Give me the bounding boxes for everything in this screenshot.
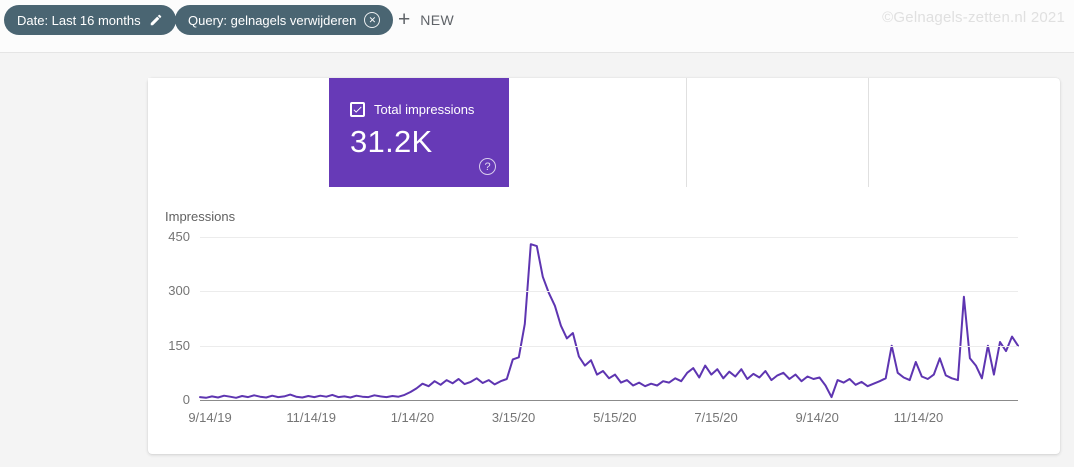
y-tick-label: 450	[168, 229, 190, 244]
performance-card: Total impressions 31.2K ? Impressions 0 1…	[148, 78, 1060, 454]
y-tick-label: 0	[182, 392, 190, 407]
impressions-value: 31.2K	[350, 124, 433, 159]
filter-bar: Date: Last 16 months Query: gelnagels ve…	[0, 0, 1074, 53]
x-tick-label: 9/14/19	[188, 410, 232, 425]
chart-canvas	[199, 243, 1019, 399]
metric-strip: Total impressions 31.2K ?	[148, 78, 869, 187]
gridline-300	[200, 291, 1018, 293]
x-tick-label: 1/14/20	[390, 410, 435, 425]
y-tick-label: 300	[168, 283, 190, 299]
query-filter-label: Query: gelnagels verwijderen	[188, 12, 357, 28]
chart-axis-title: Impressions	[165, 209, 236, 224]
gridline-450	[200, 237, 1018, 238]
total-impressions-card[interactable]: Total impressions 31.2K ?	[329, 78, 509, 187]
y-tick-label: 150	[168, 337, 190, 353]
date-filter-chip[interactable]: Date: Last 16 months	[4, 5, 176, 35]
query-filter-chip[interactable]: Query: gelnagels verwijderen ✕	[175, 5, 394, 35]
help-icon[interactable]: ?	[479, 158, 496, 175]
x-tick-label: 11/14/20	[893, 410, 944, 425]
date-filter-label: Date: Last 16 months	[17, 12, 141, 28]
remove-filter-icon[interactable]: ✕	[364, 12, 381, 28]
plus-icon: +	[398, 7, 411, 31]
edit-pencil-icon[interactable]	[149, 13, 163, 27]
metric-cell-empty-2[interactable]	[509, 78, 687, 187]
impressions-chart: 0 150 300 450 9/14/19 11/14/19 1/14/20 3/15/20 5…	[168, 229, 1019, 425]
x-tick-label: 11/14/19	[286, 410, 337, 425]
watermark: ©Gelnagels-zetten.nl 2021	[882, 9, 1065, 26]
gridline-150	[200, 345, 1018, 347]
x-tick-label: 9/14/20	[795, 410, 839, 425]
metric-cell-empty-1[interactable]	[148, 78, 329, 187]
metric-cell-empty-3[interactable]	[687, 78, 869, 187]
gridline-0	[200, 400, 1018, 401]
x-tick-label: 7/15/20	[694, 410, 738, 425]
impressions-label: Total impressions	[374, 102, 475, 117]
new-filter-label: NEW	[420, 12, 455, 28]
x-tick-label: 3/15/20	[491, 410, 536, 425]
x-tick-label: 5/15/20	[593, 410, 637, 425]
new-filter-button[interactable]: + NEW	[398, 5, 454, 35]
impressions-line	[199, 243, 1019, 399]
impressions-checkbox[interactable]	[350, 102, 365, 117]
